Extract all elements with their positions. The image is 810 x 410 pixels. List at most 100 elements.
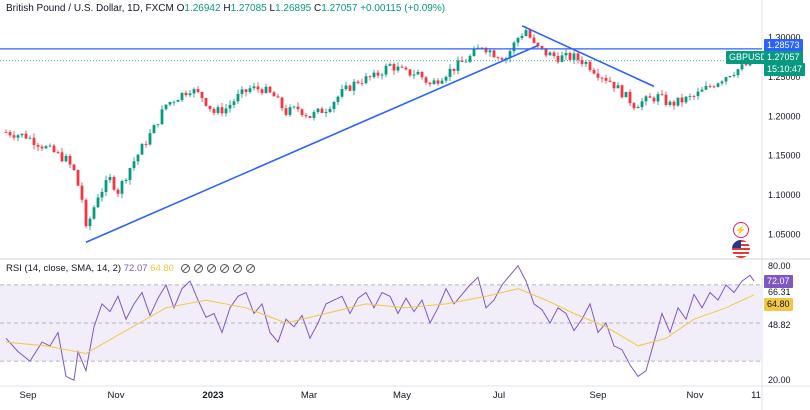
candle-body bbox=[36, 144, 40, 147]
hidden-eye-icon[interactable] bbox=[232, 263, 242, 273]
candle-body bbox=[724, 77, 728, 82]
candle-body bbox=[324, 111, 328, 114]
countdown-badge: 15:10:47 bbox=[764, 63, 806, 76]
candle-body bbox=[92, 207, 96, 219]
candle-body bbox=[364, 76, 368, 84]
candle-body bbox=[184, 92, 188, 96]
candle-body bbox=[536, 42, 540, 46]
candle-body bbox=[44, 146, 48, 149]
candle-body bbox=[368, 76, 372, 78]
candle-body bbox=[524, 30, 528, 36]
candle-body bbox=[68, 155, 72, 165]
rsi-tick-label: 48.82 bbox=[768, 320, 791, 330]
hline-price-badge[interactable]: 1.28573 bbox=[764, 39, 803, 52]
time-tick-label: Sep bbox=[590, 390, 607, 401]
candle-body bbox=[588, 61, 592, 71]
candle-body bbox=[56, 152, 60, 153]
time-tick-label: Nov bbox=[108, 390, 125, 401]
candle-body bbox=[244, 89, 248, 92]
symbol-header[interactable]: British Pound / U.S. Dollar, 1D, FXCM O1… bbox=[6, 3, 445, 14]
close-label: C bbox=[314, 3, 322, 14]
candle-body bbox=[120, 180, 124, 194]
candle-body bbox=[428, 82, 432, 85]
candle-body bbox=[140, 144, 144, 155]
candle-body bbox=[620, 85, 624, 98]
rsi-line bbox=[5, 264, 755, 381]
candle-body bbox=[204, 97, 208, 106]
candle-body bbox=[316, 108, 320, 113]
candle-body bbox=[608, 80, 612, 82]
last-price-badge[interactable]: 1.27057 bbox=[764, 51, 803, 64]
candle-body bbox=[692, 96, 696, 97]
candle-body bbox=[8, 132, 12, 136]
candle-body bbox=[616, 85, 620, 89]
symbol-badge[interactable]: GBPUSD bbox=[726, 51, 771, 64]
candle-body bbox=[320, 108, 324, 114]
candle-body bbox=[488, 50, 492, 53]
rsi-label: RSI (14, close, SMA, 14, 2) bbox=[6, 263, 122, 274]
candle-body bbox=[60, 152, 64, 162]
candle-body bbox=[492, 50, 496, 58]
candle-body bbox=[268, 86, 272, 93]
candle-body bbox=[148, 133, 152, 145]
candle-body bbox=[28, 137, 32, 139]
lightning-icon[interactable]: ⚡ bbox=[733, 222, 749, 238]
candle-body bbox=[672, 101, 676, 106]
candle-body bbox=[340, 89, 344, 97]
candle-body bbox=[396, 66, 400, 71]
candle-body bbox=[560, 55, 564, 62]
hidden-eye-icon[interactable] bbox=[245, 263, 255, 273]
candle-body bbox=[216, 107, 220, 113]
candle-body bbox=[548, 52, 552, 56]
candle-body bbox=[632, 103, 636, 109]
candle-body bbox=[124, 180, 128, 181]
hidden-eye-icon[interactable] bbox=[219, 263, 229, 273]
candle-body bbox=[640, 101, 644, 108]
us-flag-icon[interactable] bbox=[732, 240, 750, 258]
trend-line-resistance bbox=[521, 25, 655, 88]
candle-body bbox=[728, 76, 732, 78]
candle-body bbox=[624, 91, 628, 98]
candle-body bbox=[100, 191, 104, 198]
candle-body bbox=[212, 108, 216, 113]
price-tick-label: 1.20000 bbox=[768, 111, 801, 121]
candle-body bbox=[648, 96, 652, 98]
candle-body bbox=[500, 58, 504, 60]
candle-body bbox=[404, 67, 408, 70]
hidden-eye-icon[interactable] bbox=[206, 263, 216, 273]
candle-body bbox=[256, 86, 260, 90]
candle-body bbox=[628, 91, 632, 104]
candle-body bbox=[720, 81, 724, 84]
candle-body bbox=[104, 180, 108, 192]
candle-body bbox=[736, 69, 740, 76]
candle-body bbox=[392, 64, 396, 71]
hidden-eye-icon[interactable] bbox=[180, 263, 190, 273]
high-label: H bbox=[223, 3, 231, 14]
candle-body bbox=[332, 102, 336, 109]
candle-body bbox=[540, 45, 544, 49]
rsi-header[interactable]: RSI (14, close, SMA, 14, 2) 72.07 64.80 bbox=[6, 263, 255, 274]
candle-body bbox=[304, 114, 308, 117]
candle-body bbox=[528, 30, 532, 38]
candle-body bbox=[516, 37, 520, 43]
candle-body bbox=[412, 74, 416, 76]
candle-body bbox=[180, 92, 184, 101]
candle-body bbox=[296, 106, 300, 110]
time-tick-label: Mar bbox=[301, 390, 317, 401]
candle-body bbox=[136, 154, 140, 162]
candle-body bbox=[160, 109, 164, 125]
candle-body bbox=[272, 92, 276, 97]
candle-body bbox=[716, 83, 720, 87]
symbol-title: British Pound / U.S. Dollar, 1D, FXCM bbox=[6, 3, 174, 14]
candle-body bbox=[84, 199, 88, 227]
candle-body bbox=[288, 107, 292, 115]
open-value: 1.26942 bbox=[184, 3, 221, 14]
candle-body bbox=[40, 146, 44, 149]
candle-body bbox=[496, 57, 500, 59]
candle-body bbox=[572, 53, 576, 60]
candle-body bbox=[388, 64, 392, 66]
candle-body bbox=[248, 88, 252, 92]
hidden-eye-icon[interactable] bbox=[193, 263, 203, 273]
candle-body bbox=[232, 101, 236, 105]
